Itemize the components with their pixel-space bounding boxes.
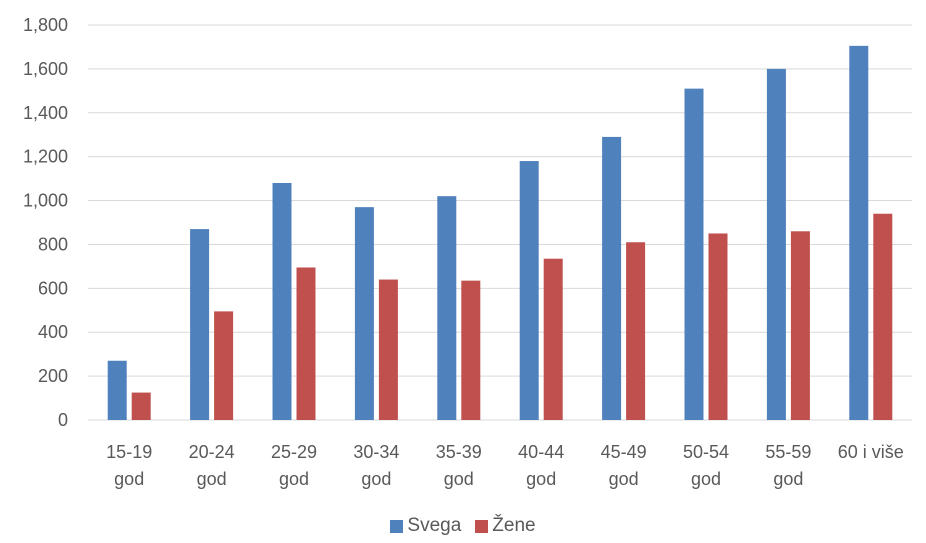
bar-svega	[190, 229, 210, 420]
bar-zene	[296, 267, 316, 420]
x-tick-label: 25-29 god	[271, 442, 317, 489]
x-tick-label: 60 i više	[838, 442, 904, 462]
bar-svega	[272, 183, 292, 420]
bar-chart: 0 200 400 600 800 1,000 1,200 1,400 1,600 1,800 1…	[23, 15, 912, 489]
y-tick-label: 1,400	[23, 103, 68, 123]
bar-svega	[766, 68, 786, 420]
bar-zene	[790, 231, 810, 420]
x-tick-label: 20-24 god	[189, 442, 235, 489]
bar-zene	[214, 311, 234, 420]
x-axis-tick-labels: 15-19 god 20-24 god 25-29 god 30-34 god 35-39 god…	[106, 442, 904, 489]
x-tick-label: 40-44 god	[518, 442, 564, 489]
legend-item-zene: Žene	[475, 515, 536, 537]
y-tick-label: 800	[38, 234, 68, 254]
bar-svega	[107, 360, 127, 420]
legend: Svega Žene	[0, 515, 926, 537]
x-tick-label: 35-39 god	[436, 442, 482, 489]
bar-svega	[849, 45, 869, 420]
y-axis-tick-labels: 0 200 400 600 800 1,000 1,200 1,400 1,600 1,800	[23, 15, 68, 430]
gridlines	[88, 24, 912, 421]
y-tick-label: 600	[38, 278, 68, 298]
y-tick-label: 200	[38, 366, 68, 386]
x-tick-label: 50-54 god	[683, 442, 729, 489]
bar-svega	[437, 196, 457, 420]
x-tick-label: 45-49 god	[601, 442, 647, 489]
x-tick-label: 15-19 god	[106, 442, 152, 489]
y-tick-label: 0	[58, 410, 68, 430]
bars	[107, 45, 893, 421]
legend-swatch-zene	[475, 519, 489, 533]
bar-svega	[684, 88, 704, 420]
y-tick-label: 1,600	[23, 59, 68, 79]
bar-svega	[354, 207, 374, 420]
bar-svega	[519, 161, 539, 421]
y-tick-label: 1,800	[23, 15, 68, 35]
y-tick-label: 1,200	[23, 147, 68, 167]
legend-label-zene: Žene	[492, 515, 536, 536]
legend-swatch-svega	[390, 519, 404, 533]
bar-zene	[461, 280, 481, 420]
x-tick-label: 55-59 god	[765, 442, 811, 489]
bar-svega	[602, 136, 622, 420]
bar-zene	[626, 242, 646, 420]
legend-item-svega: Svega	[390, 515, 461, 537]
bar-zene	[378, 279, 398, 420]
bar-zene	[873, 213, 893, 420]
y-tick-label: 400	[38, 322, 68, 342]
bar-zene	[543, 258, 563, 420]
bar-zene	[131, 392, 151, 420]
legend-label-svega: Svega	[407, 515, 462, 536]
y-tick-label: 1,000	[23, 191, 68, 211]
bar-zene	[708, 233, 728, 420]
x-tick-label: 30-34 god	[353, 442, 399, 489]
